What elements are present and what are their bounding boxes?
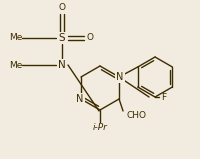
Text: S: S — [59, 33, 65, 43]
Text: F: F — [161, 93, 166, 101]
Text: N: N — [76, 94, 84, 104]
Text: N: N — [116, 72, 124, 82]
Text: O: O — [86, 34, 94, 42]
Text: O: O — [58, 3, 66, 13]
Text: CHO: CHO — [126, 111, 146, 120]
Text: Me: Me — [9, 61, 23, 69]
Text: Me: Me — [9, 34, 23, 42]
Text: N: N — [58, 60, 66, 70]
Text: i-Pr: i-Pr — [93, 122, 107, 131]
